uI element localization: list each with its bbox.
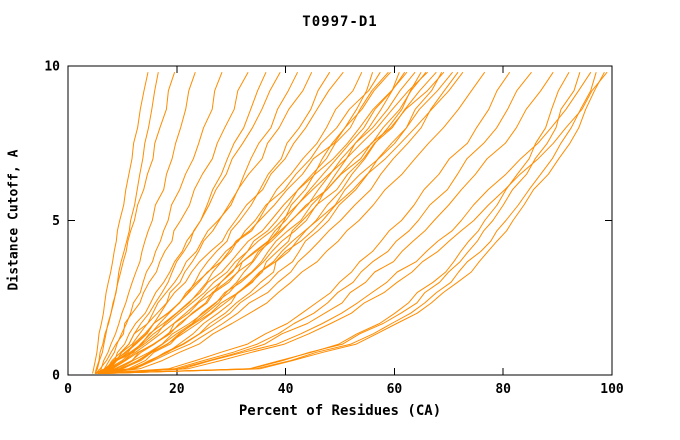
model-curve xyxy=(95,71,443,374)
model-curve xyxy=(97,71,428,374)
model-curve xyxy=(100,71,532,374)
model-curve xyxy=(100,71,437,374)
model-curve xyxy=(100,71,608,374)
model-curve xyxy=(97,71,592,374)
model-curve xyxy=(100,71,389,374)
model-curve xyxy=(94,71,391,374)
model-curve xyxy=(103,71,427,374)
x-tick-label: 100 xyxy=(600,382,624,397)
x-axis-label: Percent of Residues (CA) xyxy=(238,403,442,419)
model-curve xyxy=(103,71,570,374)
model-curve xyxy=(94,71,249,374)
model-curve xyxy=(95,71,363,374)
model-curve xyxy=(100,71,554,374)
model-curve xyxy=(97,71,459,374)
model-curve xyxy=(100,71,344,374)
model-curve xyxy=(100,71,281,374)
model-curve xyxy=(95,71,416,374)
x-tick-label: 60 xyxy=(387,382,403,397)
x-tick-label: 0 xyxy=(64,382,72,397)
model-curve xyxy=(100,71,486,374)
model-curve xyxy=(97,71,511,374)
y-tick-label: 0 xyxy=(52,369,60,384)
model-curve xyxy=(100,72,597,374)
model-curve xyxy=(100,71,445,374)
y-tick-label: 10 xyxy=(44,60,60,75)
x-tick-label: 20 xyxy=(169,382,185,397)
model-curve xyxy=(94,72,159,374)
x-tick-label: 40 xyxy=(278,382,294,397)
model-curve xyxy=(94,71,299,374)
y-tick-label: 5 xyxy=(52,214,60,229)
model-curve xyxy=(103,71,605,374)
model-curve xyxy=(103,71,453,374)
y-axis-label: Distance Cutoff, A xyxy=(6,149,22,291)
model-curve xyxy=(100,72,581,374)
model-curve xyxy=(94,72,176,374)
x-tick-label: 80 xyxy=(495,382,511,397)
model-curve xyxy=(92,72,149,374)
model-curve xyxy=(100,71,464,374)
model-curve xyxy=(100,71,408,374)
model-curve xyxy=(100,72,223,374)
model-curve xyxy=(97,71,331,374)
chart-title: T0997-D1 xyxy=(302,14,378,30)
model-curve xyxy=(100,72,374,374)
model-curve xyxy=(97,71,406,374)
model-curve xyxy=(97,72,196,374)
